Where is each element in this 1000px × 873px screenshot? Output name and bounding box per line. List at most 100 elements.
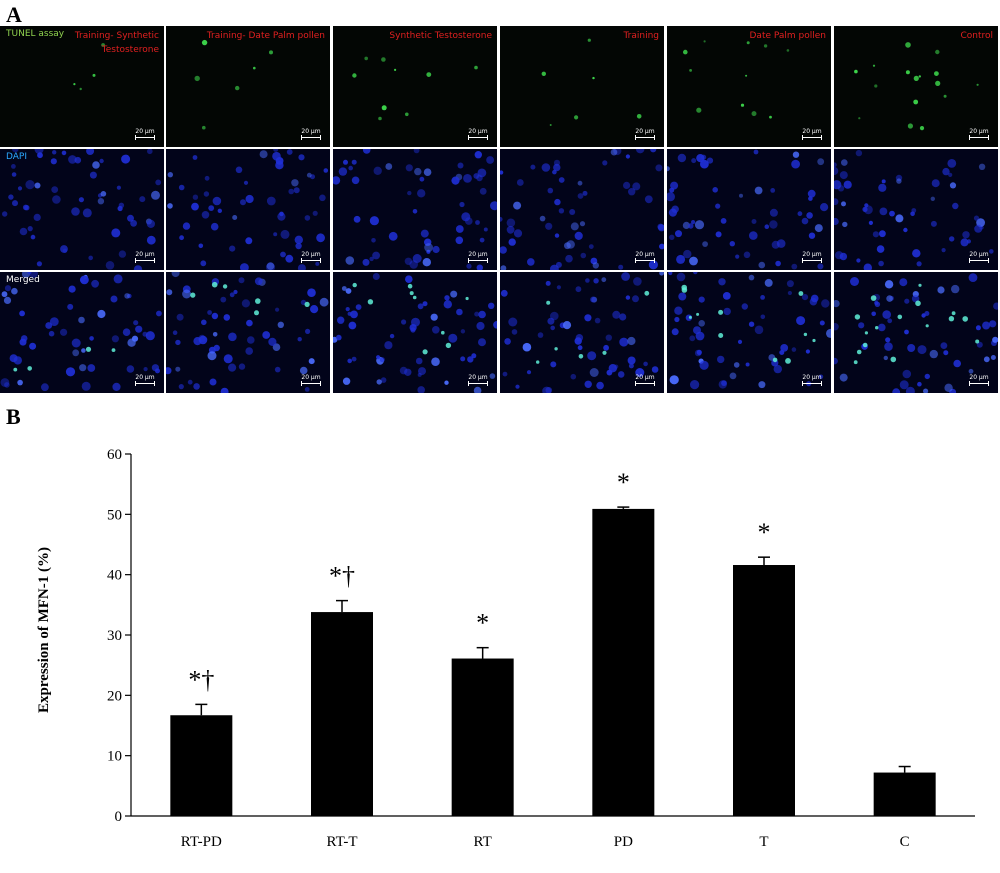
micrograph-image xyxy=(683,40,790,119)
dapi-nucleus xyxy=(587,351,597,361)
dapi-nucleus xyxy=(699,360,709,370)
dapi-nucleus xyxy=(175,339,181,346)
dapi-nucleus xyxy=(405,275,413,283)
dapi-nucleus xyxy=(36,261,43,267)
scale-bar-line xyxy=(635,135,655,140)
dapi-nucleus xyxy=(715,231,722,238)
micrograph-image xyxy=(167,149,329,270)
scale-bar-line xyxy=(969,258,989,263)
column-title-line: Control xyxy=(960,31,993,41)
dapi-nucleus xyxy=(863,263,872,270)
dapi-nucleus xyxy=(577,193,584,199)
scale-bar: 20 μm xyxy=(300,375,322,387)
tunel-positive-nucleus xyxy=(378,116,382,121)
dapi-nucleus xyxy=(49,317,59,326)
dapi-nucleus xyxy=(691,158,697,164)
dapi-nucleus xyxy=(401,319,407,325)
x-tick-label: RT-T xyxy=(326,834,357,850)
micrograph-image xyxy=(541,38,642,126)
dapi-nucleus xyxy=(192,194,199,200)
merged-positive-nucleus xyxy=(948,316,955,322)
dapi-nucleus xyxy=(792,151,800,158)
dapi-nucleus xyxy=(388,231,398,241)
dapi-nucleus xyxy=(323,168,329,173)
dapi-nucleus xyxy=(834,300,840,308)
dapi-nucleus xyxy=(593,278,599,284)
dapi-nucleus xyxy=(506,225,515,234)
column-title: Training- Date Palm pollen xyxy=(207,29,325,43)
dapi-nucleus xyxy=(874,301,881,307)
dapi-nucleus xyxy=(712,187,718,193)
dapi-nucleus xyxy=(876,245,885,253)
dapi-nucleus xyxy=(733,362,740,368)
dapi-nucleus xyxy=(786,280,794,288)
significance-marker: * xyxy=(617,468,630,497)
dapi-nucleus xyxy=(455,236,464,245)
dapi-nucleus xyxy=(575,286,582,293)
dapi-nucleus xyxy=(316,233,325,243)
dapi-nucleus xyxy=(444,380,449,385)
dapi-nucleus xyxy=(834,323,839,331)
tunel-positive-nucleus xyxy=(874,84,878,88)
dapi-nucleus xyxy=(760,314,766,320)
dapi-nucleus xyxy=(701,154,707,160)
dapi-nucleus xyxy=(479,237,485,243)
dapi-nucleus xyxy=(582,190,588,196)
dapi-nucleus xyxy=(513,201,522,210)
dapi-nucleus xyxy=(541,163,551,172)
dapi-nucleus xyxy=(668,272,673,276)
scale-bar: 20 μm xyxy=(968,129,990,141)
dapi-nucleus xyxy=(643,361,648,367)
merged-positive-nucleus xyxy=(798,291,804,296)
dapi-nucleus xyxy=(749,231,758,240)
dapi-nucleus xyxy=(942,167,950,176)
dapi-nucleus xyxy=(100,191,107,197)
dapi-nucleus xyxy=(351,176,360,185)
dapi-nucleus xyxy=(310,305,319,314)
dapi-nucleus xyxy=(27,272,32,275)
dapi-nucleus xyxy=(902,369,912,379)
dapi-nucleus xyxy=(456,308,463,316)
dapi-nucleus xyxy=(947,159,957,168)
dapi-nucleus xyxy=(247,336,255,344)
micrograph-image xyxy=(1,149,162,270)
dapi-nucleus xyxy=(304,215,311,221)
significance-marker: *† xyxy=(188,665,214,694)
merged-positive-nucleus xyxy=(854,314,861,320)
micrograph-image xyxy=(500,149,664,270)
merged-positive-nucleus xyxy=(975,339,980,344)
x-axis: RT-PD RT-T RT PD T C xyxy=(131,815,975,850)
dapi-nucleus xyxy=(683,249,692,259)
dapi-nucleus xyxy=(17,186,23,191)
micrograph-image xyxy=(333,273,497,393)
scale-bar-line xyxy=(135,381,155,386)
dapi-nucleus xyxy=(960,238,969,247)
dapi-nucleus xyxy=(879,207,888,216)
dapi-nucleus xyxy=(443,300,452,309)
dapi-nucleus xyxy=(203,191,210,197)
dapi-nucleus xyxy=(596,381,604,390)
dapi-nucleus xyxy=(801,294,809,301)
dapi-nucleus xyxy=(319,194,326,202)
dapi-nucleus xyxy=(948,172,953,177)
dapi-nucleus xyxy=(91,279,99,288)
tunel-positive-nucleus xyxy=(405,112,409,117)
dapi-nucleus xyxy=(288,188,294,195)
dapi-nucleus xyxy=(483,227,488,232)
dapi-nucleus xyxy=(371,238,376,243)
dapi-nucleus xyxy=(490,201,497,211)
dapi-nucleus xyxy=(751,219,757,224)
dapi-nucleus xyxy=(801,217,809,225)
dapi-nucleus xyxy=(895,214,904,223)
dapi-nucleus xyxy=(843,180,852,189)
dapi-nucleus xyxy=(455,225,464,233)
dapi-nucleus xyxy=(806,212,813,219)
dapi-nucleus xyxy=(45,322,53,329)
dapi-nucleus xyxy=(989,249,994,254)
dapi-nucleus xyxy=(493,321,497,329)
dapi-nucleus xyxy=(131,335,139,342)
scale-bar-label: 20 μm xyxy=(635,128,655,135)
dapi-nucleus xyxy=(193,337,202,346)
tunel-positive-nucleus xyxy=(858,117,861,120)
dapi-nucleus xyxy=(718,380,727,389)
